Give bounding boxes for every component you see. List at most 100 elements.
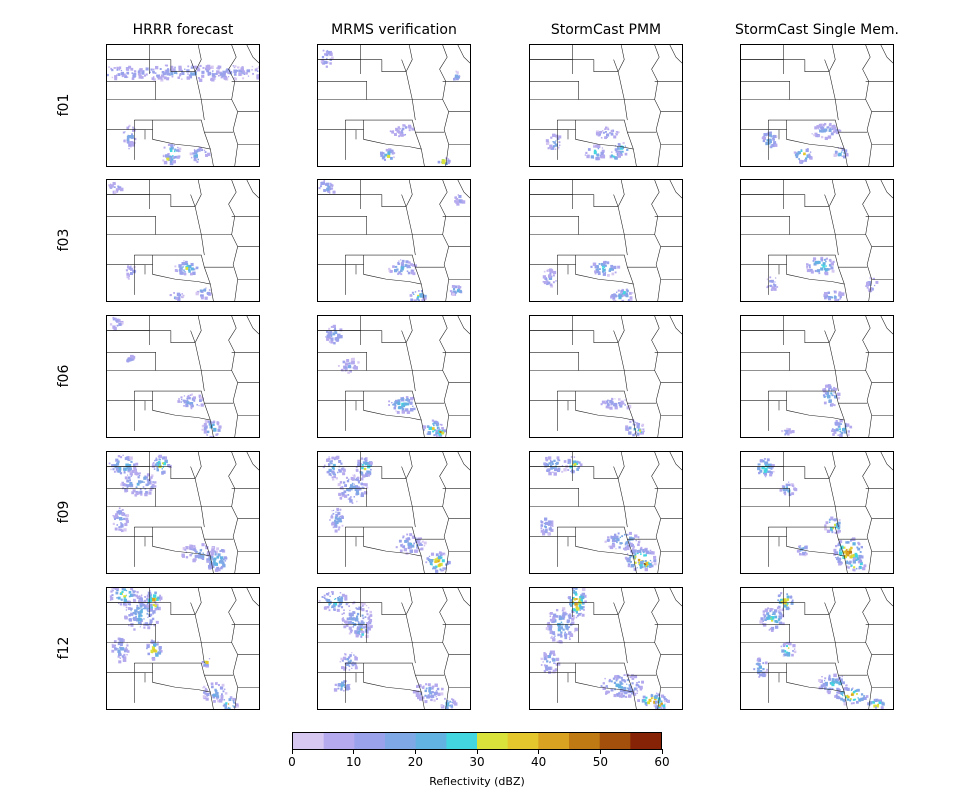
reflectivity-cell <box>215 433 218 436</box>
reflectivity-cell <box>177 297 181 301</box>
reflectivity-cell <box>126 486 129 489</box>
reflectivity-cell <box>629 556 631 559</box>
reflectivity-cell <box>434 560 437 564</box>
reflectivity-cell <box>837 434 839 436</box>
reflectivity-cell <box>601 147 604 149</box>
reflectivity-cell <box>548 670 552 674</box>
reflectivity-cell <box>830 388 833 391</box>
reflectivity-cell <box>762 620 764 622</box>
reflectivity-cell <box>452 698 455 702</box>
reflectivity-cell <box>367 474 371 477</box>
reflectivity-cell <box>612 404 615 407</box>
state-boundary <box>651 316 661 437</box>
state-boundary <box>246 452 259 471</box>
reflectivity-cell <box>223 688 226 691</box>
reflectivity-cell <box>445 563 448 566</box>
reflectivity-cell <box>844 424 848 428</box>
reflectivity-cell <box>651 551 655 555</box>
reflectivity-cell <box>426 557 430 560</box>
reflectivity-cell <box>780 645 783 648</box>
reflectivity-cell <box>179 268 182 272</box>
reflectivity-cell <box>835 694 838 697</box>
reflectivity-cell <box>338 468 341 472</box>
state-boundary <box>152 527 211 557</box>
reflectivity-cell <box>125 589 128 592</box>
state-boundary <box>627 539 637 573</box>
reflectivity-cell <box>557 625 561 629</box>
reflectivity-cell <box>355 487 359 491</box>
reflectivity-cell <box>399 549 403 553</box>
reflectivity-cell <box>126 76 129 78</box>
colorbar-segment <box>446 733 478 749</box>
reflectivity-cell <box>839 419 843 423</box>
map-panel <box>317 179 471 302</box>
reflectivity-cell <box>769 276 772 279</box>
map-panel <box>317 44 471 167</box>
reflectivity-cell <box>351 360 355 365</box>
reflectivity-cell <box>110 468 112 471</box>
reflectivity-cell <box>597 153 600 156</box>
reflectivity-cell <box>428 695 432 698</box>
reflectivity-cell <box>212 562 216 566</box>
reflectivity-cell <box>659 698 661 700</box>
reflectivity-cell <box>833 296 837 299</box>
reflectivity-cell <box>192 558 196 563</box>
reflectivity-cell <box>555 615 559 618</box>
reflectivity-cell <box>788 607 791 610</box>
reflectivity-cell <box>632 548 635 551</box>
reflectivity-cell <box>140 594 143 596</box>
reflectivity-cell <box>569 462 571 465</box>
reflectivity-cell <box>116 524 119 526</box>
reflectivity-cell <box>124 595 127 598</box>
reflectivity-cell <box>233 73 237 76</box>
map-panel <box>106 451 260 574</box>
reflectivity-cell <box>764 475 767 478</box>
reflectivity-cell <box>152 481 154 483</box>
reflectivity-cell <box>561 617 564 620</box>
reflectivity-cell <box>785 641 789 645</box>
reflectivity-cell <box>127 607 131 611</box>
reflectivity-cell <box>768 616 772 620</box>
reflectivity-cell <box>412 272 416 276</box>
reflectivity-cell <box>350 485 353 488</box>
reflectivity-cell <box>574 602 578 606</box>
reflectivity-cell <box>157 651 162 655</box>
state-boundary <box>152 526 205 540</box>
reflectivity-cell <box>828 128 832 132</box>
reflectivity-cell <box>130 612 134 616</box>
reflectivity-cell <box>452 700 457 704</box>
reflectivity-cell <box>439 553 443 556</box>
state-boundary <box>439 180 449 301</box>
reflectivity-cell <box>433 421 436 425</box>
reflectivity-cell <box>188 264 192 269</box>
reflectivity-cell <box>138 70 141 73</box>
reflectivity-cell <box>163 456 168 460</box>
reflectivity-cell <box>632 555 637 559</box>
reflectivity-cell <box>396 268 399 271</box>
reflectivity-cell <box>833 429 836 432</box>
reflectivity-cell <box>143 623 146 626</box>
reflectivity-cell <box>830 266 834 270</box>
reflectivity-cell <box>352 617 355 620</box>
reflectivity-cell <box>556 640 559 643</box>
reflectivity-cell <box>340 681 345 685</box>
reflectivity-cell <box>131 358 134 361</box>
reflectivity-cell <box>112 589 114 592</box>
reflectivity-cell <box>124 476 128 480</box>
reflectivity-cell <box>342 487 344 490</box>
reflectivity-cell <box>616 541 618 544</box>
reflectivity-cell <box>629 538 633 541</box>
state-boundary <box>152 120 211 150</box>
reflectivity-cell <box>824 677 827 680</box>
reflectivity-cell <box>333 509 335 512</box>
reflectivity-cell <box>830 528 833 532</box>
reflectivity-cell <box>456 289 461 293</box>
reflectivity-cell <box>878 699 883 703</box>
reflectivity-cell <box>829 260 832 263</box>
reflectivity-cell <box>424 689 427 693</box>
reflectivity-cell <box>329 595 331 598</box>
reflectivity-cell <box>622 689 626 693</box>
reflectivity-cell <box>849 560 852 564</box>
reflectivity-cell <box>579 463 583 467</box>
reflectivity-cell <box>773 284 777 288</box>
